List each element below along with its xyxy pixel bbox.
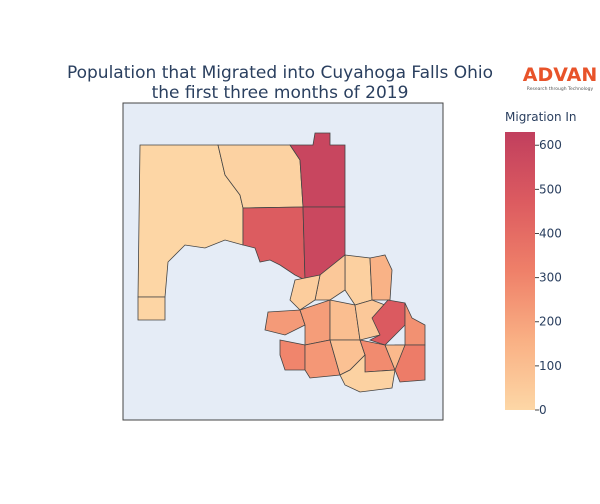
logo-subtitle: Research through Technology [527,86,594,92]
region [289,132,346,208]
colorbar-tick-label: 300 [539,271,562,285]
colorbar-tick-label: 400 [539,226,562,240]
region [304,339,341,379]
colorbar [505,132,535,410]
colorbar-tick-label: 100 [539,359,562,373]
colorbar-tick-label: 500 [539,182,562,196]
colorbar-tick-label: 200 [539,315,562,329]
region [384,344,406,372]
regions [137,132,426,393]
region [279,339,306,371]
colorbar-tick-label: 0 [539,403,547,417]
colorbar-tick-label: 600 [539,138,562,152]
chart-title: the first three months of 2019 [152,83,409,103]
colorbar-title: Migration In [505,110,577,124]
region [368,299,406,346]
region [369,254,393,301]
region [264,309,306,336]
region [289,274,321,311]
region [137,296,166,321]
logo: ADVAN [523,64,598,86]
chart-title: Population that Migrated into Cuyahoga F… [67,63,493,83]
